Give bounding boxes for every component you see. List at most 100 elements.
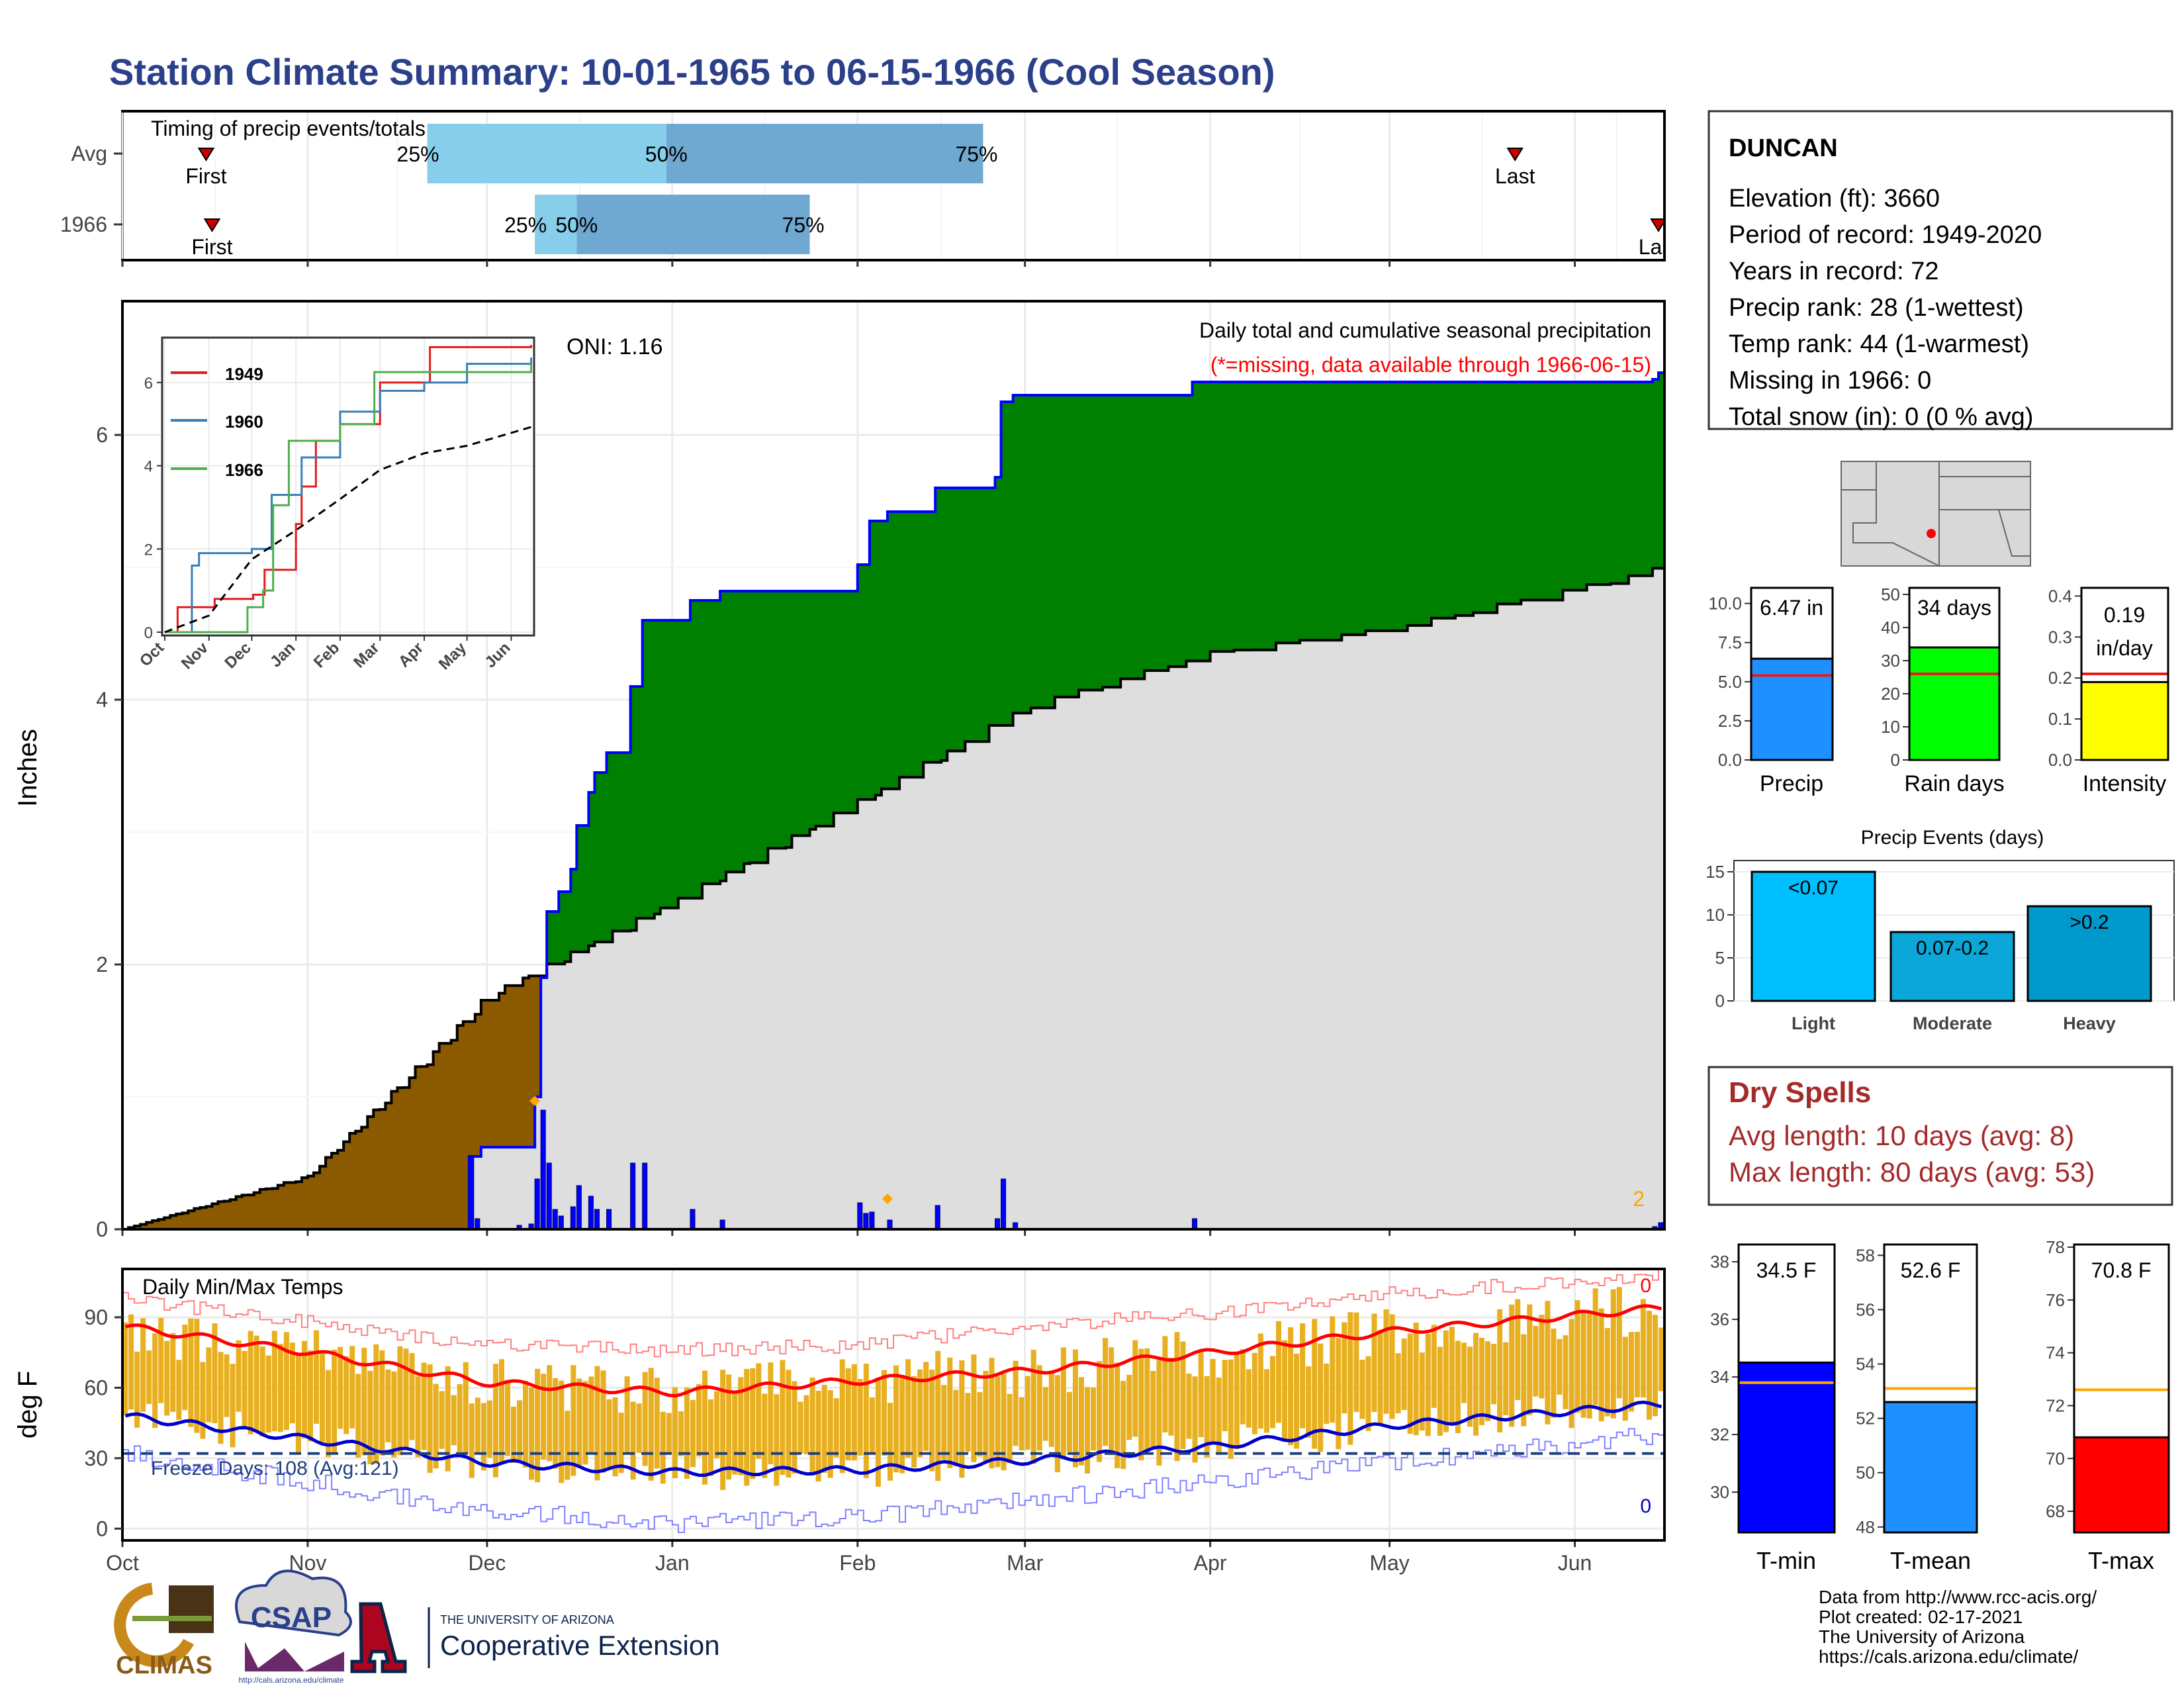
daily-precip-bar xyxy=(588,1196,594,1230)
timing-first-marker xyxy=(197,148,215,162)
mini-value-bar xyxy=(2080,680,2169,761)
events-y-tick-label: 10 xyxy=(1706,905,1725,925)
tmin-mini-label: T-min xyxy=(1756,1547,1816,1574)
daily-temp-bar xyxy=(1449,1327,1455,1426)
ua-small-text: THE UNIVERSITY OF ARIZONA xyxy=(440,1613,614,1626)
daily-temp-bar xyxy=(1521,1334,1527,1427)
daily-temp-bar xyxy=(529,1387,535,1480)
daily-temp-bar xyxy=(684,1387,690,1479)
daily-temp-bar xyxy=(1222,1360,1228,1432)
mini-y-tick-label: 7.5 xyxy=(1718,633,1742,653)
inset-y-tick-label: 0 xyxy=(144,624,153,642)
daily-temp-bar xyxy=(164,1340,170,1416)
daily-precip-bar xyxy=(995,1218,1001,1230)
daily-temp-bar xyxy=(1634,1331,1640,1397)
tmax-record-line xyxy=(122,1268,1664,1358)
tmean-mini-chart: 48 50 52 54 56 58 52.6 F T-mean xyxy=(1856,1243,1978,1574)
daily-temp-bar xyxy=(983,1370,989,1463)
daily-temp-bar xyxy=(1084,1387,1091,1474)
daily-temp-bar xyxy=(732,1391,738,1475)
month-axis-label: Jun xyxy=(1558,1551,1592,1575)
timing-bar-25-50 xyxy=(535,195,577,254)
daily-temp-bar xyxy=(283,1332,289,1430)
daily-temp-bar xyxy=(301,1340,307,1438)
temp-y-axis-label: deg F xyxy=(13,1371,42,1438)
month-axis-label: Oct xyxy=(106,1551,139,1575)
daily-temp-bar xyxy=(612,1397,618,1477)
daily-precip-bar xyxy=(1192,1218,1198,1230)
daily-temp-bar xyxy=(1294,1353,1300,1449)
daily-temp-bar xyxy=(815,1390,821,1482)
timing-row-label-avg: Avg xyxy=(71,142,107,165)
daily-temp-bar xyxy=(1342,1322,1347,1414)
temp-panel-title: Daily Min/Max Temps xyxy=(142,1275,343,1299)
timing-first-marker-label: First xyxy=(191,235,232,259)
daily-temp-bar xyxy=(349,1346,355,1429)
daily-temp-bar xyxy=(547,1365,553,1462)
daily-temp-bar xyxy=(1569,1319,1574,1429)
daily-temp-bar xyxy=(212,1323,218,1424)
timing-row-label-1966: 1966 xyxy=(60,212,107,236)
daily-temp-bar xyxy=(385,1369,391,1442)
daily-precip-bar xyxy=(1001,1178,1007,1230)
daily-temp-bar xyxy=(338,1346,343,1429)
daily-temp-bar xyxy=(953,1389,959,1467)
daily-temp-bar xyxy=(588,1376,594,1453)
events-category-label: Light xyxy=(1792,1013,1835,1033)
daily-temp-bar xyxy=(1300,1323,1306,1429)
daily-precip-bar xyxy=(642,1162,648,1230)
mini-y-tick-label: 70 xyxy=(2046,1448,2065,1468)
daily-temp-bar xyxy=(1324,1363,1330,1425)
daily-temp-bar xyxy=(1515,1299,1521,1401)
daily-temp-bar xyxy=(451,1395,457,1446)
daily-temp-bar xyxy=(1545,1301,1551,1425)
daily-temp-bar xyxy=(188,1318,194,1427)
daily-temp-bar xyxy=(1198,1350,1204,1438)
events-bar-label: <0.07 xyxy=(1788,877,1839,899)
daily-temp-bar xyxy=(206,1347,212,1423)
station-line-1: Elevation (ft): 3660 xyxy=(1729,185,1940,212)
station-line-3: Years in record: 72 xyxy=(1729,258,1939,285)
daily-temp-bar xyxy=(1269,1356,1275,1429)
daily-temp-bar xyxy=(1431,1325,1437,1408)
mini-y-tick-label: 54 xyxy=(1856,1354,1875,1374)
daily-temp-bar xyxy=(696,1383,702,1457)
daily-temp-bar xyxy=(839,1359,845,1474)
inset-legend: 1949 1960 1966 xyxy=(171,364,263,480)
climas-logo-text: CLIMAS xyxy=(116,1652,212,1679)
events-bar xyxy=(2026,905,2152,1002)
daily-temp-bar xyxy=(146,1350,152,1404)
mini-value-bar xyxy=(1737,1361,1836,1534)
daily-temp-bar xyxy=(475,1397,480,1452)
daily-temp-bar xyxy=(1652,1315,1658,1417)
daily-precip-bar xyxy=(552,1209,558,1230)
precip-y-tick-label: 6 xyxy=(96,423,108,447)
daily-temp-bar xyxy=(827,1389,833,1478)
daily-temp-bar xyxy=(1240,1349,1246,1425)
daily-temp-bar xyxy=(1580,1309,1586,1418)
daily-temp-bar xyxy=(457,1383,463,1452)
intensity-mini-chart: 0.0 0.1 0.2 0.3 0.4 0.19 in/day Intensity xyxy=(2048,586,2169,796)
daily-temp-bar xyxy=(1174,1332,1180,1462)
climas-logo: CLIMAS xyxy=(114,1583,214,1679)
below-average-brown-area xyxy=(128,976,547,1229)
month-axis-label: May xyxy=(1369,1551,1409,1575)
events-y-tick-label: 15 xyxy=(1706,862,1725,882)
daily-temp-bar xyxy=(277,1344,283,1432)
mini-y-tick-label: 76 xyxy=(2046,1290,2065,1310)
daily-temp-bar xyxy=(134,1351,140,1428)
events-bar-label: >0.2 xyxy=(2070,912,2109,933)
dry-spells-max: Max length: 80 days (avg: 53) xyxy=(1729,1156,2095,1188)
daily-temp-bar xyxy=(1318,1343,1324,1452)
temp-y-tick-label: 0 xyxy=(96,1517,108,1540)
daily-temp-bar xyxy=(977,1391,983,1457)
footer: CLIMAS CSAP http://cals.arizona.edu/clim… xyxy=(114,1570,2097,1685)
tmin-mini-chart: 30 32 34 36 38 34.5 F T-min xyxy=(1710,1243,1836,1574)
daily-temp-bar xyxy=(1359,1360,1365,1419)
inset-legend-1966: 1966 xyxy=(225,460,263,480)
daily-temp-bar xyxy=(1407,1333,1413,1434)
daily-temp-bar xyxy=(379,1350,385,1456)
above-average-green-area xyxy=(547,373,1664,964)
